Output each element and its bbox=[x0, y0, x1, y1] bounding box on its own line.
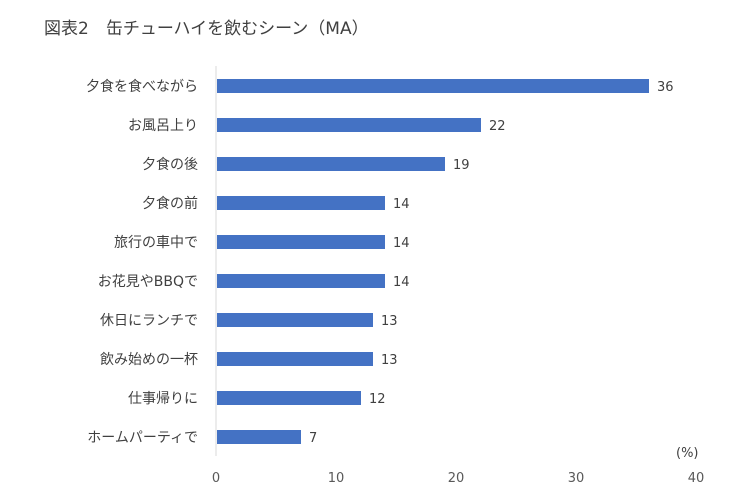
data-label: 14 bbox=[393, 275, 410, 290]
bar bbox=[217, 430, 301, 444]
x-tick-label: 20 bbox=[448, 471, 465, 486]
category-label: 旅行の車中で bbox=[114, 234, 198, 251]
data-label: 14 bbox=[393, 236, 410, 251]
data-label: 13 bbox=[381, 314, 398, 329]
x-tick-label: 10 bbox=[328, 471, 345, 486]
bar bbox=[217, 352, 373, 366]
data-label: 7 bbox=[309, 431, 317, 446]
category-label: 夕食の前 bbox=[142, 195, 198, 212]
bar bbox=[217, 196, 385, 210]
category-label: お花見やBBQで bbox=[98, 274, 198, 290]
category-label: 夕食を食べながら bbox=[86, 78, 198, 95]
category-label: ホームパーティで bbox=[87, 430, 198, 446]
data-label: 22 bbox=[489, 119, 506, 134]
data-label: 14 bbox=[393, 197, 410, 212]
category-label: 休日にランチで bbox=[100, 313, 198, 329]
bar bbox=[217, 235, 385, 249]
bar bbox=[217, 274, 385, 288]
bar bbox=[217, 313, 373, 327]
bar bbox=[217, 79, 649, 93]
data-label: 13 bbox=[381, 353, 398, 368]
bar bbox=[217, 157, 445, 171]
data-label: 36 bbox=[657, 80, 674, 95]
x-tick-label: 40 bbox=[688, 471, 705, 486]
category-label: 仕事帰りに bbox=[128, 390, 198, 407]
data-label: 19 bbox=[453, 158, 470, 173]
category-label: お風呂上り bbox=[128, 118, 198, 134]
chart-title: 図表2 缶チューハイを飲むシーン（MA） bbox=[44, 19, 369, 39]
x-tick-label: 30 bbox=[568, 471, 585, 486]
data-label: 12 bbox=[369, 392, 386, 407]
x-tick-label: 0 bbox=[212, 471, 220, 486]
category-label: 飲み始めの一杯 bbox=[100, 352, 198, 368]
category-label: 夕食の後 bbox=[142, 156, 198, 173]
bar bbox=[217, 118, 481, 132]
bar bbox=[217, 391, 361, 405]
unit-label: (%) bbox=[676, 446, 699, 461]
